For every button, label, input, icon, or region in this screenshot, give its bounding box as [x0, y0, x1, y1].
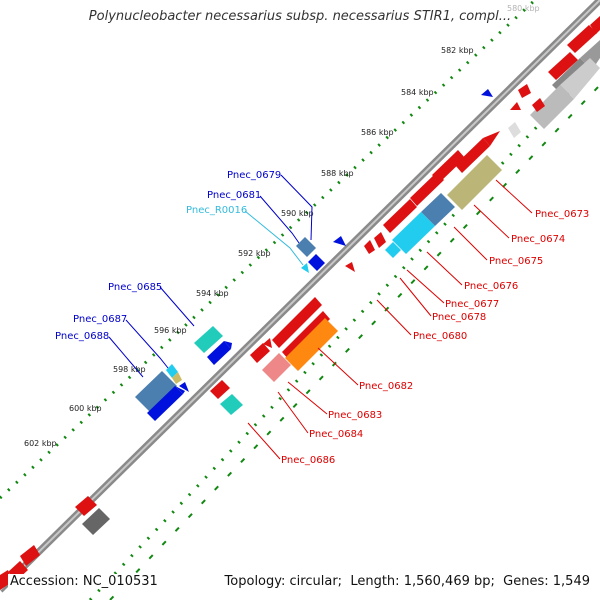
gene-label-pnec-0688[interactable]: Pnec_0688: [55, 331, 109, 342]
gene-label-pnec-0687[interactable]: Pnec_0687: [73, 314, 127, 325]
position-tick-labels: 580 kbp 582 kbp 584 kbp 586 kbp 588 kbp …: [24, 4, 540, 448]
gene-label-pnec-0679[interactable]: Pnec_0679: [227, 170, 281, 181]
forward-gene-labels: Pnec_0679 Pnec_0681 Pnec_R0016 Pnec_0685…: [55, 170, 281, 342]
length-label: Length:: [350, 574, 400, 589]
genes-label: Genes:: [503, 574, 549, 589]
gene-label-pnec-0680[interactable]: Pnec_0680: [413, 331, 467, 342]
reverse-gene-labels: Pnec_0673 Pnec_0674 Pnec_0675 Pnec_0676 …: [281, 209, 589, 466]
gene-label-pnec-0684[interactable]: Pnec_0684: [309, 429, 363, 440]
tick-label: 586 kbp: [361, 128, 394, 137]
genes-value: 1,549: [552, 574, 590, 589]
gene-label-pnec-0675[interactable]: Pnec_0675: [489, 256, 543, 267]
tick-label: 584 kbp: [401, 88, 434, 97]
gene-label-pnec-0682[interactable]: Pnec_0682: [359, 381, 413, 392]
topology-label: Topology:: [224, 574, 286, 589]
gene-label-pnec-0686[interactable]: Pnec_0686: [281, 455, 335, 466]
gene-cluster-0679-0681[interactable]: [296, 236, 346, 273]
inner-dashed-ticks: [109, 84, 600, 600]
tick-label: 590 kbp: [281, 209, 314, 218]
tick-label: 600 kbp: [69, 404, 102, 413]
gene-label-pnec-0685[interactable]: Pnec_0685: [108, 282, 162, 293]
gene-cluster-0685[interactable]: [194, 326, 232, 365]
length-value: 1,560,469 bp: [403, 574, 491, 589]
gene-label-pnec-0677[interactable]: Pnec_0677: [445, 299, 499, 310]
gene-label-pnec-0676[interactable]: Pnec_0676: [464, 281, 518, 292]
gene-cluster-0686[interactable]: [210, 380, 243, 415]
map-title: Polynucleobacter necessarius subsp. nece…: [88, 9, 512, 24]
topology-value: circular: [289, 574, 338, 589]
tick-label: 588 kbp: [321, 169, 354, 178]
gene-label-pnec-0683[interactable]: Pnec_0683: [328, 410, 382, 421]
separator: ;: [490, 574, 500, 589]
gene-cluster-0673-0678[interactable]: [345, 131, 502, 272]
tick-label: 596 kbp: [154, 326, 187, 335]
accession-info: Accession: NC_010531: [8, 574, 160, 589]
tick-label: 580 kbp: [507, 4, 540, 13]
tick-label: 602 kbp: [24, 439, 57, 448]
separator: ;: [337, 574, 347, 589]
outer-dotted-track: [0, 0, 537, 500]
tick-label: 592 kbp: [238, 249, 271, 258]
forward-leader-lines: [108, 174, 313, 378]
gene-forward-584[interactable]: [481, 89, 493, 97]
gene-label-pnec-r0016[interactable]: Pnec_R0016: [186, 205, 247, 216]
accession-value: NC_010531: [82, 574, 158, 589]
genome-summary: Topology: circular; Length: 1,560,469 bp…: [222, 574, 592, 589]
tick-label: 582 kbp: [441, 46, 474, 55]
tick-label: 598 kbp: [113, 365, 146, 374]
tick-label: 594 kbp: [196, 289, 229, 298]
accession-label: Accession:: [10, 574, 79, 589]
reverse-leader-lines: [247, 179, 533, 460]
gene-label-pnec-0681[interactable]: Pnec_0681: [207, 190, 261, 201]
gene-label-pnec-0678[interactable]: Pnec_0678: [432, 312, 486, 323]
gene-cluster-0680-0684[interactable]: [250, 297, 338, 382]
gene-cluster-0687-0688[interactable]: [135, 364, 189, 421]
gene-cluster-top-right[interactable]: [508, 16, 600, 138]
gene-label-pnec-0673[interactable]: Pnec_0673: [535, 209, 589, 220]
gene-label-pnec-0674[interactable]: Pnec_0674: [511, 234, 565, 245]
